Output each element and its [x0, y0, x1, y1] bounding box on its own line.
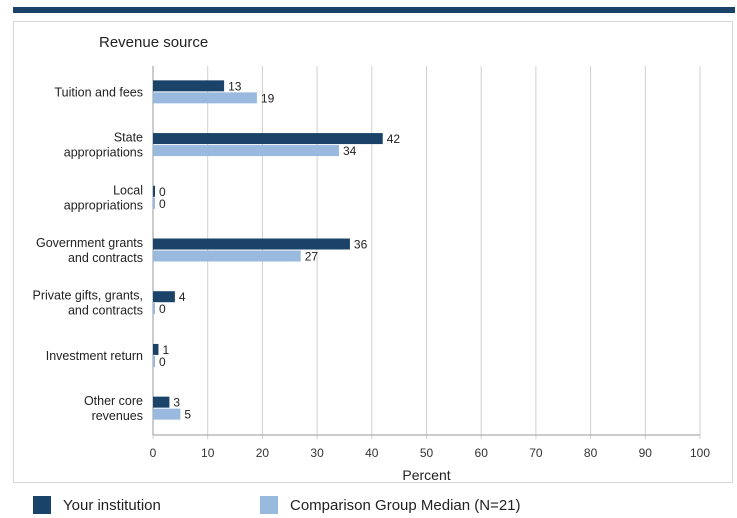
category-label: and contracts [68, 251, 143, 265]
data-label: 0 [159, 197, 166, 211]
legend-swatch-comparison-median [260, 496, 278, 514]
header-rule [13, 7, 735, 13]
x-tick-label: 40 [365, 446, 379, 460]
bar-your-institution [153, 291, 175, 303]
bar-your-institution [153, 238, 350, 250]
bar-your-institution [153, 185, 155, 197]
bar-comparison-median [153, 355, 155, 367]
category-label: and contracts [68, 304, 143, 318]
x-tick-label: 30 [310, 446, 324, 460]
bar-comparison-median [153, 145, 339, 157]
legend-item-comparison-median: Comparison Group Median (N=21) [260, 495, 521, 515]
legend-label-your-institution: Your institution [63, 496, 161, 514]
data-label: 3 [173, 396, 180, 410]
bar-comparison-median [153, 250, 301, 262]
category-label: Local [113, 183, 143, 197]
x-tick-label: 50 [420, 446, 434, 460]
data-label: 4 [179, 290, 186, 304]
x-tick-label: 60 [475, 446, 489, 460]
x-tick-label: 100 [690, 446, 710, 460]
data-label: 36 [354, 238, 368, 252]
category-label: appropriations [64, 198, 143, 212]
chart-legend: Your institution Comparison Group Median… [13, 483, 733, 518]
data-label: 0 [159, 185, 166, 199]
bar-your-institution [153, 396, 170, 408]
legend-swatch-your-institution [33, 496, 51, 514]
bar-comparison-median [153, 408, 181, 420]
x-tick-label: 90 [639, 446, 653, 460]
data-label: 34 [343, 144, 357, 158]
x-axis-label: Percent [402, 467, 450, 482]
x-tick-label: 20 [256, 446, 270, 460]
category-label: Private gifts, grants, [33, 289, 143, 303]
data-label: 27 [305, 250, 319, 264]
data-label: 0 [159, 355, 166, 369]
category-label: Other core [84, 394, 143, 408]
data-label: 13 [228, 79, 242, 93]
x-tick-label: 10 [201, 446, 215, 460]
chart-title: Revenue source [99, 34, 208, 51]
legend-item-your-institution: Your institution [33, 495, 161, 515]
category-label: Investment return [46, 349, 143, 363]
category-label: Government grants [36, 236, 143, 250]
data-label: 42 [387, 132, 401, 146]
bar-comparison-median [153, 92, 257, 104]
bar-your-institution [153, 133, 383, 145]
category-label: appropriations [64, 146, 143, 160]
data-label: 5 [184, 408, 191, 422]
bar-your-institution [153, 80, 225, 92]
legend-label-comparison-median: Comparison Group Median (N=21) [290, 496, 521, 514]
category-label: Tuition and fees [55, 85, 143, 99]
bar-your-institution [153, 343, 159, 355]
x-tick-label: 80 [584, 446, 598, 460]
data-label: 1 [162, 343, 169, 357]
x-tick-label: 0 [150, 446, 157, 460]
data-label: 19 [261, 91, 275, 105]
bar-comparison-median [153, 197, 155, 209]
category-label: revenues [92, 409, 143, 423]
chart-panel: 0 10 20 30 40 50 60 70 80 90 100 Revenue source Perc… [13, 21, 733, 483]
bar-comparison-median [153, 303, 155, 315]
x-tick-label: 70 [529, 446, 543, 460]
data-label: 0 [159, 302, 166, 316]
category-label: State [114, 131, 143, 145]
